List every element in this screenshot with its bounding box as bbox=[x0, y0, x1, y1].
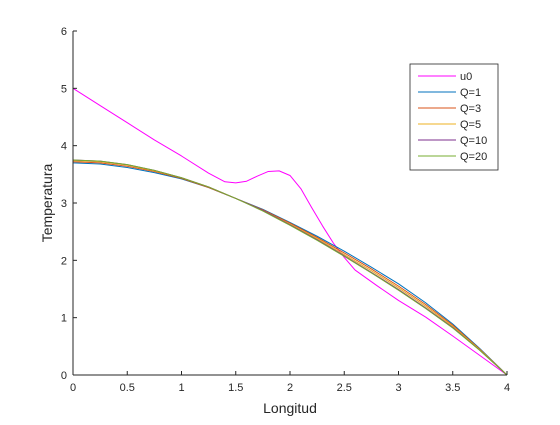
y-tick-label: 2 bbox=[61, 255, 67, 267]
legend-box bbox=[409, 63, 499, 171]
y-tick-label: 4 bbox=[61, 141, 67, 153]
y-tick-label: 0 bbox=[61, 370, 67, 382]
x-ticks: 0 0.5 1 1.5 2 2.5 3 3.5 4 bbox=[70, 371, 510, 394]
x-tick-label: 0 bbox=[70, 382, 76, 394]
series-line-q-3 bbox=[72, 161, 508, 376]
x-tick-label: 2.5 bbox=[337, 382, 352, 394]
x-axis-label: Longitud bbox=[263, 400, 317, 416]
x-tick-label: 3.5 bbox=[445, 382, 460, 394]
legend-label: Q=20 bbox=[460, 151, 487, 163]
legend[interactable]: u0 Q=1 Q=3 Q=5 Q=10 Q=20 bbox=[409, 63, 499, 171]
series-line-q-5 bbox=[72, 160, 508, 376]
y-tick-label: 5 bbox=[61, 83, 67, 95]
series-line-u0 bbox=[72, 87, 508, 376]
legend-label: Q=10 bbox=[460, 135, 487, 147]
legend-label: u0 bbox=[460, 71, 472, 83]
y-tick-label: 1 bbox=[61, 313, 67, 325]
x-tick-label: 2 bbox=[287, 382, 293, 394]
legend-label: Q=3 bbox=[460, 103, 481, 115]
x-tick-label: 1.5 bbox=[228, 382, 243, 394]
y-axis-label: Temperatura bbox=[39, 163, 55, 242]
legend-label: Q=1 bbox=[460, 87, 481, 99]
series-line-q-20 bbox=[72, 159, 508, 376]
legend-label: Q=5 bbox=[460, 119, 481, 131]
y-tick-label: 6 bbox=[61, 26, 67, 38]
y-ticks: 0 1 2 3 4 5 6 bbox=[61, 26, 77, 382]
x-tick-label: 0.5 bbox=[120, 382, 135, 394]
series-line-q-1 bbox=[72, 162, 508, 376]
series-layer bbox=[72, 87, 508, 376]
y-tick-label: 3 bbox=[61, 198, 67, 210]
x-tick-label: 4 bbox=[504, 382, 510, 394]
x-tick-label: 3 bbox=[395, 382, 401, 394]
x-tick-label: 1 bbox=[178, 382, 184, 394]
legend-items: u0 Q=1 Q=3 Q=5 Q=10 Q=20 bbox=[418, 71, 487, 163]
